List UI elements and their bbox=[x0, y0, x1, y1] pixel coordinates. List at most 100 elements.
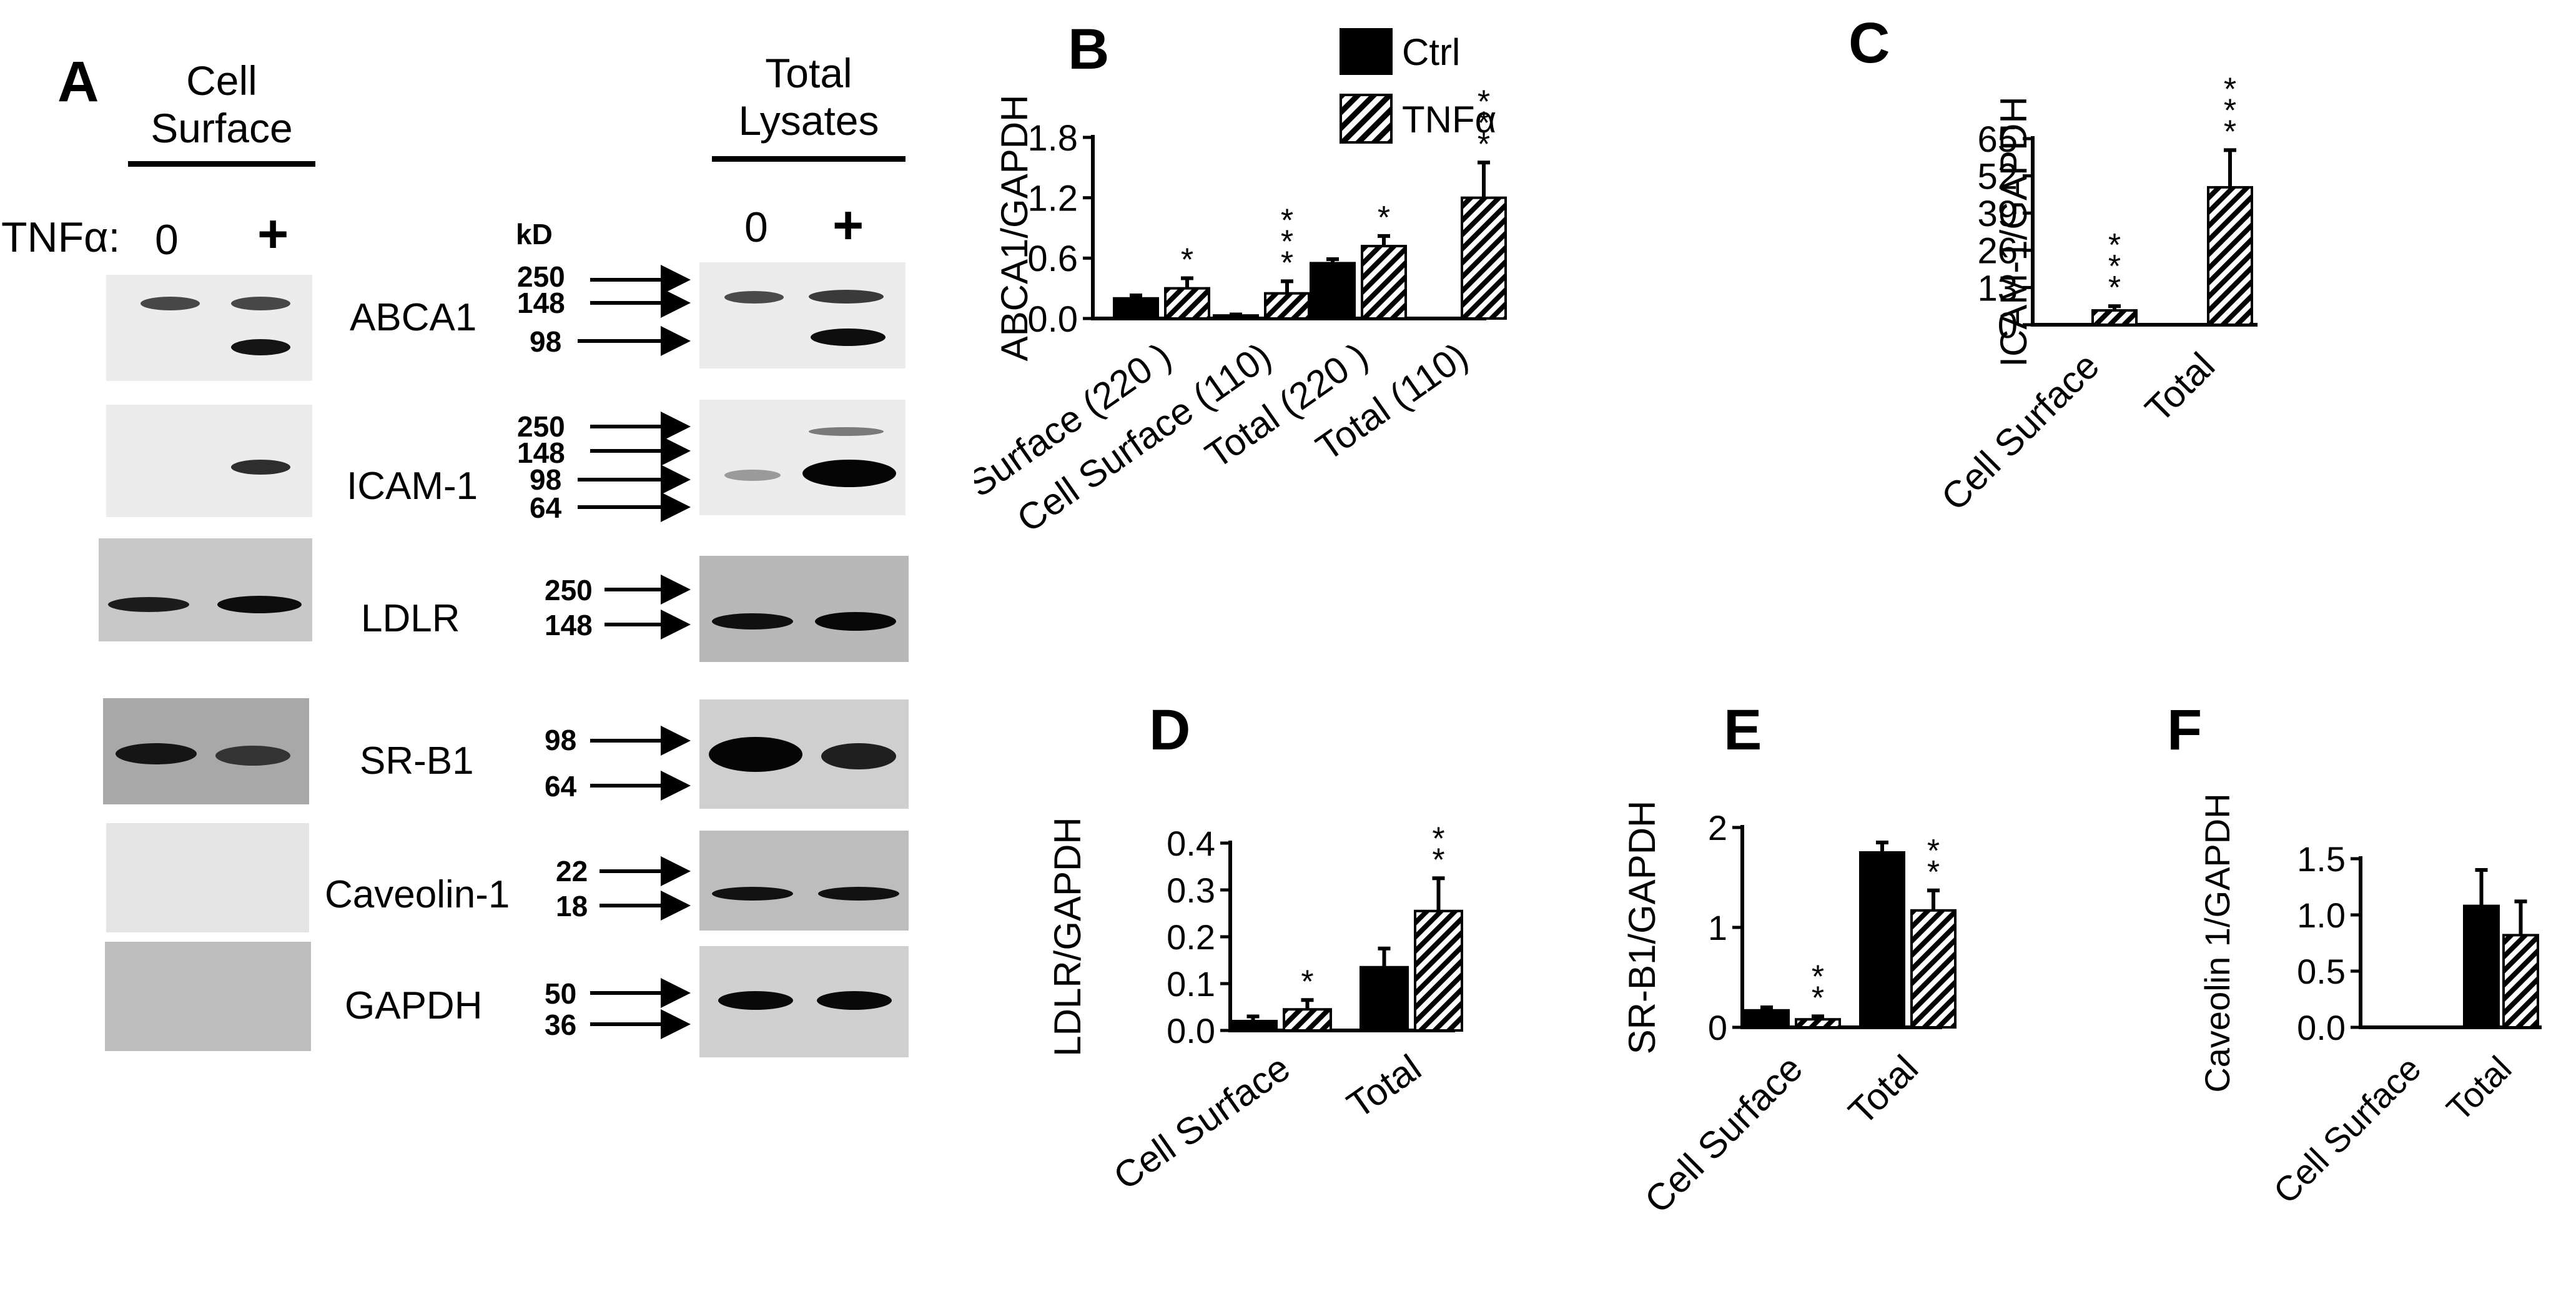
chart-d: D LDLR/GAPDH 0.0 0.1 0.2 0.3 0.4 * Cell Surface *… bbox=[1047, 699, 1463, 1198]
band bbox=[217, 596, 302, 613]
y-tick-label: 1 bbox=[1708, 908, 1727, 947]
significance-stars: * bbox=[1181, 242, 1193, 279]
chart-e: ESR-B1/GAPDH 012* *Cell Surface* *Total bbox=[1621, 699, 1957, 1221]
protein-label-gapdh: GAPDH bbox=[345, 984, 483, 1027]
band bbox=[231, 460, 290, 475]
marker-gapdh-50: 50 bbox=[545, 977, 577, 1010]
band bbox=[709, 737, 802, 772]
band bbox=[712, 613, 793, 630]
y-axis-label: ABCA1/GAPDH bbox=[994, 95, 1035, 362]
marker-abca1-148: 148 bbox=[517, 287, 565, 319]
protein-label-srb1: SR-B1 bbox=[360, 739, 474, 783]
bar-tnf bbox=[1283, 1008, 1332, 1032]
panel-a-letter: A bbox=[57, 50, 99, 114]
protein-label-cav1: Caveolin-1 bbox=[325, 873, 510, 916]
band bbox=[821, 743, 896, 769]
tl-lane-0: 0 bbox=[744, 204, 768, 251]
cell-surface-header-line2: Surface bbox=[151, 104, 293, 151]
protein-label-abca1: ABCA1 bbox=[350, 296, 477, 339]
cell-surface-header: Cell Surface bbox=[128, 57, 315, 152]
band bbox=[802, 460, 896, 487]
marker-cav1-22: 22 bbox=[556, 855, 588, 887]
cs-lane-plus: + bbox=[257, 204, 289, 264]
category-label: Total bbox=[1340, 1047, 1428, 1127]
bar-ctrl bbox=[1859, 851, 1905, 1029]
band bbox=[809, 427, 884, 436]
marker-abca1-98: 98 bbox=[530, 325, 562, 358]
band bbox=[811, 328, 886, 346]
y-tick-label: 1.5 bbox=[2297, 839, 2346, 879]
significance-stars: * bbox=[1378, 200, 1390, 236]
y-tick-label: 2 bbox=[1708, 808, 1727, 847]
y-tick-label: 1.2 bbox=[1027, 179, 1078, 219]
y-tick-label: 0.3 bbox=[1167, 871, 1215, 910]
panel-b-letter: B bbox=[1068, 17, 1109, 81]
legend-ctrl-label: Ctrl bbox=[1402, 31, 1461, 73]
tl-lane-plus: + bbox=[832, 195, 864, 255]
tl-blot-icam1 bbox=[699, 400, 906, 515]
cs-blot-icam1 bbox=[106, 405, 312, 517]
significance-stars: * * * bbox=[2224, 71, 2236, 150]
y-tick-label: 0.6 bbox=[1027, 239, 1078, 279]
band bbox=[718, 991, 793, 1010]
y-tick-label: 39 bbox=[1977, 194, 2018, 234]
bar-ctrl bbox=[2463, 904, 2500, 1029]
marker-ldlr-250: 250 bbox=[545, 574, 593, 606]
cs-blot-gapdh bbox=[105, 942, 311, 1051]
protein-label-ldlr: LDLR bbox=[361, 597, 460, 640]
y-axis-label: SR-B1/GAPDH bbox=[1621, 801, 1663, 1055]
y-tick-label: 0 bbox=[1998, 305, 2018, 346]
cell-surface-underline bbox=[128, 161, 315, 167]
bar-ctrl bbox=[1113, 297, 1159, 320]
tl-blot-ldlr bbox=[699, 556, 909, 662]
marker-icam1-250: 250 bbox=[517, 410, 565, 443]
band bbox=[724, 291, 784, 304]
marker-ldlr-148: 148 bbox=[545, 609, 593, 641]
category-label: Cell Surface bbox=[2266, 1049, 2428, 1211]
legend-tnf-label: TNFα bbox=[1402, 99, 1497, 141]
band bbox=[809, 290, 884, 304]
band bbox=[116, 743, 197, 764]
cs-lane-0: 0 bbox=[155, 216, 179, 264]
band bbox=[141, 297, 200, 310]
band bbox=[724, 470, 781, 481]
bar-tnf bbox=[1414, 909, 1463, 1032]
significance-stars: * * * bbox=[2108, 227, 2121, 306]
y-tick-label: 0 bbox=[1708, 1008, 1727, 1047]
y-tick-label: 0.0 bbox=[1027, 299, 1078, 340]
bar-ctrl bbox=[1744, 1009, 1790, 1029]
bar-ctrl bbox=[1228, 1020, 1278, 1032]
band bbox=[712, 887, 793, 901]
category-label: Cell Surface bbox=[1637, 1047, 1810, 1221]
bar-tnf bbox=[1264, 292, 1310, 320]
significance-stars: * * bbox=[1927, 833, 1940, 891]
y-tick-label: 1.8 bbox=[1027, 118, 1078, 159]
band bbox=[817, 991, 892, 1010]
panel-c-letter: C bbox=[1848, 12, 1890, 75]
marker-cav1-18: 18 bbox=[556, 890, 588, 922]
protein-label-icam1: ICAM-1 bbox=[347, 465, 478, 508]
total-lysates-underline bbox=[712, 156, 906, 162]
y-tick-label: 0.1 bbox=[1167, 964, 1215, 1004]
bar-ctrl bbox=[1360, 966, 1409, 1032]
legend-tnf-swatch bbox=[1340, 94, 1393, 144]
panel-d-letter: D bbox=[1149, 699, 1190, 762]
y-tick-label: 52 bbox=[1977, 156, 2018, 197]
band bbox=[815, 612, 896, 631]
bar-tnf bbox=[2091, 309, 2138, 327]
total-lysates-header-line2: Lysates bbox=[738, 97, 879, 144]
significance-stars: * * * bbox=[1478, 84, 1490, 162]
significance-stars: * bbox=[1301, 964, 1313, 1000]
cs-blot-abca1 bbox=[106, 275, 312, 381]
y-tick-label: 65 bbox=[1977, 119, 2018, 160]
bar-tnf bbox=[1164, 287, 1210, 320]
y-tick-label: 26 bbox=[1977, 231, 2018, 272]
cs-blot-cav1 bbox=[106, 823, 309, 932]
marker-srb1-64: 64 bbox=[545, 770, 577, 803]
category-label: Cell Surface bbox=[1106, 1047, 1297, 1198]
marker-abca1-250: 250 bbox=[517, 260, 565, 293]
total-lysates-header-line1: Total bbox=[765, 50, 852, 96]
marker-icam1-64: 64 bbox=[530, 491, 562, 524]
y-tick-label: 1.0 bbox=[2297, 896, 2346, 935]
